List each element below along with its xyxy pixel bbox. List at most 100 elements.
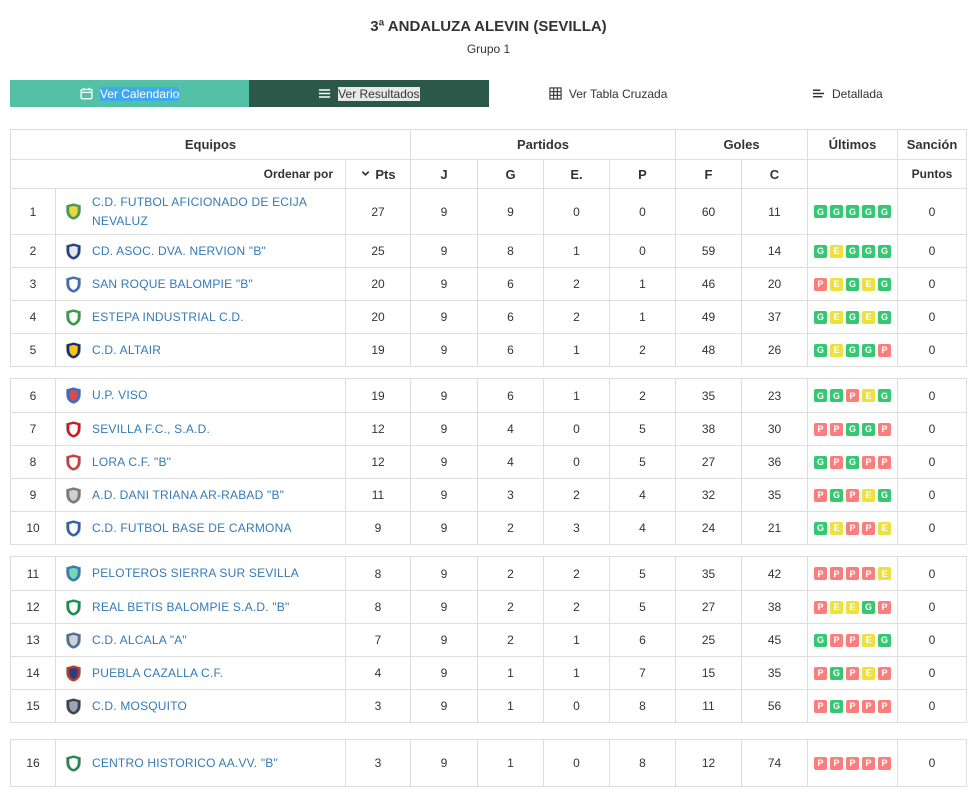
goals-against-cell: 74: [742, 740, 808, 787]
won-cell: 8: [478, 235, 544, 268]
pts-cell: 19: [346, 334, 411, 367]
tab-ver-resultados[interactable]: Ver Resultados: [249, 80, 489, 107]
result-badge: G: [814, 244, 827, 258]
tab-detallada[interactable]: Detallada: [728, 80, 967, 107]
drawn-cell: 0: [544, 189, 610, 235]
goals-against-cell: 37: [742, 301, 808, 334]
team-link[interactable]: SEVILLA F.C., S.A.D.: [92, 421, 211, 436]
drawn-cell: 2: [544, 479, 610, 512]
goals-for-cell: 35: [676, 379, 742, 413]
sancion-cell: 0: [928, 244, 936, 259]
team-cell: C.D. FUTBOL BASE DE CARMONA: [56, 512, 346, 545]
result-badge: G: [878, 389, 891, 403]
goals-against-cell: 30: [742, 413, 808, 446]
tab-label: Ver Tabla Cruzada: [568, 86, 668, 101]
page-container: 3ª ANDALUZA ALEVIN (SEVILLA) Grupo 1 Ver…: [10, 18, 967, 797]
team-link[interactable]: C.D. FUTBOL AFICIONADO DE ECIJA NEVALUZ: [92, 195, 307, 228]
team-link[interactable]: C.D. MOSQUITO: [92, 698, 188, 713]
result-badge: P: [878, 699, 891, 713]
won-cell: 6: [478, 334, 544, 367]
team-link[interactable]: C.D. FUTBOL BASE DE CARMONA: [92, 520, 292, 535]
sancion-cell: 0: [928, 566, 936, 581]
result-badge: P: [862, 521, 875, 535]
team-link[interactable]: LORA C.F. "B": [92, 454, 172, 469]
result-badge: P: [830, 455, 843, 469]
result-badge: E: [830, 277, 843, 291]
team-link[interactable]: SAN ROQUE BALOMPIE "B": [92, 276, 253, 291]
standings-body: 1 C.D. FUTBOL AFICIONADO DE ECIJA NEVALU…: [10, 188, 967, 788]
team-link[interactable]: REAL BETIS BALOMPIE S.A.D. "B": [92, 599, 290, 614]
team-link[interactable]: PUEBLA CAZALLA C.F.: [92, 665, 224, 680]
team-link[interactable]: PELOTEROS SIERRA SUR SEVILLA: [92, 566, 300, 581]
lost-cell: 8: [610, 690, 676, 723]
sancion-cell: 0: [928, 343, 936, 358]
result-badge: G: [862, 343, 875, 357]
result-badge: P: [862, 699, 875, 713]
lost-cell: 4: [610, 512, 676, 545]
table-row: 2 CD. ASOC. DVA. NERVION "B" 25 9 8 1 0 …: [11, 234, 966, 268]
team-link[interactable]: ESTEPA INDUSTRIAL C.D.: [92, 309, 244, 324]
team-link[interactable]: C.D. ALCALA "A": [92, 632, 187, 647]
lost-cell: 2: [610, 379, 676, 413]
result-badge: P: [846, 699, 859, 713]
team-crest-icon: [66, 519, 81, 537]
table-row: 3 SAN ROQUE BALOMPIE "B" 20 9 6 2 1 46 2…: [11, 267, 966, 301]
sort-pts-control[interactable]: Pts: [346, 160, 411, 188]
team-link[interactable]: A.D. DANI TRIANA AR-RABAD "B": [92, 487, 285, 502]
standings-group: 16 CENTRO HISTORICO AA.VV. "B" 3 9 1 0 8…: [10, 739, 967, 788]
calendar-icon: [80, 87, 93, 100]
result-badge: G: [814, 205, 827, 219]
result-badge: E: [862, 666, 875, 680]
drawn-cell: 0: [544, 690, 610, 723]
goals-for-cell: 27: [676, 446, 742, 479]
goals-against-cell: 42: [742, 557, 808, 591]
won-cell: 4: [478, 446, 544, 479]
pts-cell: 4: [346, 657, 411, 690]
result-badge: E: [878, 521, 891, 535]
lost-cell: 5: [610, 413, 676, 446]
result-badge: G: [846, 205, 859, 219]
subheader-f: F: [676, 160, 742, 188]
result-badge: G: [814, 343, 827, 357]
tab-ver-tabla-cruzada[interactable]: Ver Tabla Cruzada: [489, 80, 728, 107]
subheader-ordenar-por: Ordenar por: [11, 160, 346, 188]
won-cell: 4: [478, 413, 544, 446]
played-cell: 9: [411, 591, 478, 624]
result-badge: E: [830, 310, 843, 324]
result-badge: E: [830, 343, 843, 357]
subheader-g: G: [478, 160, 544, 188]
result-badge: E: [862, 277, 875, 291]
result-badge: G: [814, 310, 827, 324]
pts-cell: 20: [346, 301, 411, 334]
team-link[interactable]: CD. ASOC. DVA. NERVION "B": [92, 243, 266, 258]
won-cell: 6: [478, 268, 544, 301]
goals-for-cell: 49: [676, 301, 742, 334]
team-link[interactable]: C.D. ALTAIR: [92, 342, 162, 357]
result-badge: E: [862, 310, 875, 324]
tabs-bar: Ver Calendario Ver Resultados Ver Tabla …: [10, 80, 967, 107]
team-cell: CENTRO HISTORICO AA.VV. "B": [56, 740, 346, 787]
team-link[interactable]: CENTRO HISTORICO AA.VV. "B": [92, 755, 278, 770]
standings-table: Equipos Partidos Goles Últimos Sanción O…: [10, 129, 967, 797]
tab-ver-calendario[interactable]: Ver Calendario: [10, 80, 250, 107]
pts-cell: 3: [346, 690, 411, 723]
pts-cell: 11: [346, 479, 411, 512]
pts-cell: 7: [346, 624, 411, 657]
subheader-ultimos-spacer: [808, 160, 898, 188]
chevron-down-icon: [360, 167, 371, 182]
sancion-cell: 0: [928, 699, 936, 714]
lost-cell: 5: [610, 446, 676, 479]
goals-against-cell: 56: [742, 690, 808, 723]
goals-against-cell: 26: [742, 334, 808, 367]
result-badge: E: [862, 488, 875, 502]
goals-for-cell: 27: [676, 591, 742, 624]
header-goles: Goles: [676, 130, 808, 159]
goals-against-cell: 45: [742, 624, 808, 657]
team-link[interactable]: U.P. VISO: [92, 388, 148, 403]
result-badge: G: [862, 244, 875, 258]
result-badge: P: [830, 633, 843, 647]
